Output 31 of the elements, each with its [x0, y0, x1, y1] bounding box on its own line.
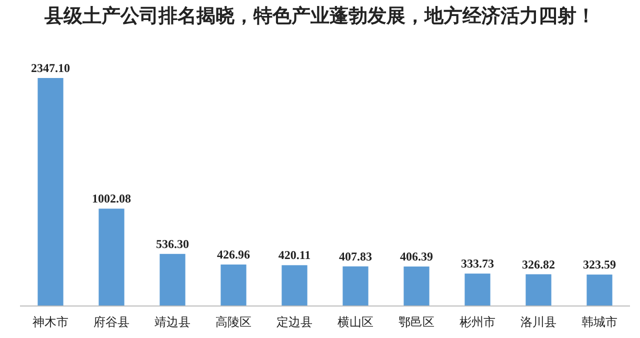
bar	[586, 274, 612, 306]
x-tick-label: 韩城市	[582, 315, 618, 329]
x-tick-label: 横山区	[338, 315, 374, 329]
bar	[464, 274, 490, 306]
x-tick-label: 府谷县	[94, 315, 130, 329]
data-label: 406.39	[400, 250, 433, 264]
data-label: 323.59	[583, 258, 616, 272]
x-tick-label: 鄂邑区	[398, 315, 434, 329]
data-label: 2347.10	[31, 61, 70, 75]
bar	[98, 208, 124, 306]
x-tick-label: 彬州市	[460, 315, 496, 329]
bar	[38, 78, 64, 306]
data-label: 420.11	[278, 248, 311, 262]
data-label: 407.83	[339, 249, 372, 264]
x-tick-label: 靖边县	[154, 315, 190, 329]
x-tick-label: 洛川县	[520, 315, 556, 329]
data-label: 426.96	[217, 248, 250, 262]
bar	[342, 266, 368, 306]
bar	[220, 264, 246, 306]
data-label: 536.30	[156, 236, 189, 251]
bar	[526, 274, 552, 306]
chart-title: 县级土产公司排名揭晓，特色产业蓬勃发展，地方经济活力四射！	[44, 4, 596, 29]
data-label: 326.82	[522, 257, 555, 272]
bar	[404, 266, 430, 306]
x-tick-label: 高陵区	[216, 315, 252, 329]
x-tick-label: 定边县	[276, 315, 312, 329]
data-label: 333.73	[461, 256, 494, 271]
bar	[160, 254, 186, 306]
data-label: 1002.08	[92, 192, 131, 206]
bar	[282, 265, 308, 306]
x-tick-label: 神木市	[32, 315, 68, 329]
